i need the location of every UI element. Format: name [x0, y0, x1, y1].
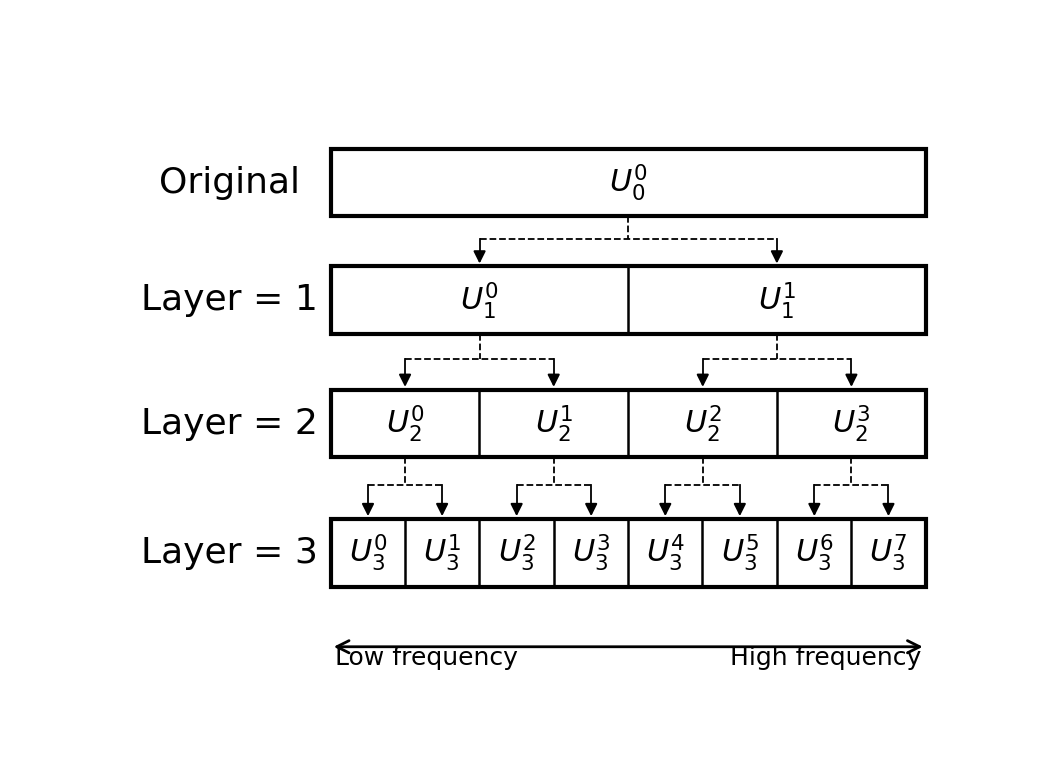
Bar [331, 519, 926, 587]
Text: $U_3^7$: $U_3^7$ [869, 533, 908, 573]
Text: $U_3^2$: $U_3^2$ [498, 533, 536, 573]
Text: $U_3^1$: $U_3^1$ [424, 533, 461, 573]
Bar [331, 149, 926, 217]
Text: Low frequency: Low frequency [335, 646, 518, 670]
Text: $U_2^2$: $U_2^2$ [684, 403, 722, 444]
Text: $U_3^4$: $U_3^4$ [646, 533, 684, 573]
Text: Layer = 3: Layer = 3 [141, 536, 317, 570]
Text: $U_2^0$: $U_2^0$ [386, 403, 425, 444]
Text: $U_1^0$: $U_1^0$ [460, 279, 499, 320]
Text: $U_3^5$: $U_3^5$ [721, 533, 759, 573]
Text: Layer = 1: Layer = 1 [141, 283, 317, 317]
Text: $U_3^6$: $U_3^6$ [795, 533, 833, 573]
Text: Original: Original [159, 166, 300, 200]
Text: $U_3^0$: $U_3^0$ [349, 533, 387, 573]
Bar [331, 390, 926, 457]
Text: $U_2^3$: $U_2^3$ [832, 403, 870, 444]
Text: $U_2^1$: $U_2^1$ [535, 403, 573, 444]
Text: High frequency: High frequency [730, 646, 922, 670]
Text: Layer = 2: Layer = 2 [141, 407, 317, 440]
Bar [331, 266, 926, 334]
Text: $U_1^1$: $U_1^1$ [758, 279, 796, 320]
Text: $U_3^3$: $U_3^3$ [572, 533, 611, 573]
Text: $U_0^0$: $U_0^0$ [609, 162, 647, 203]
